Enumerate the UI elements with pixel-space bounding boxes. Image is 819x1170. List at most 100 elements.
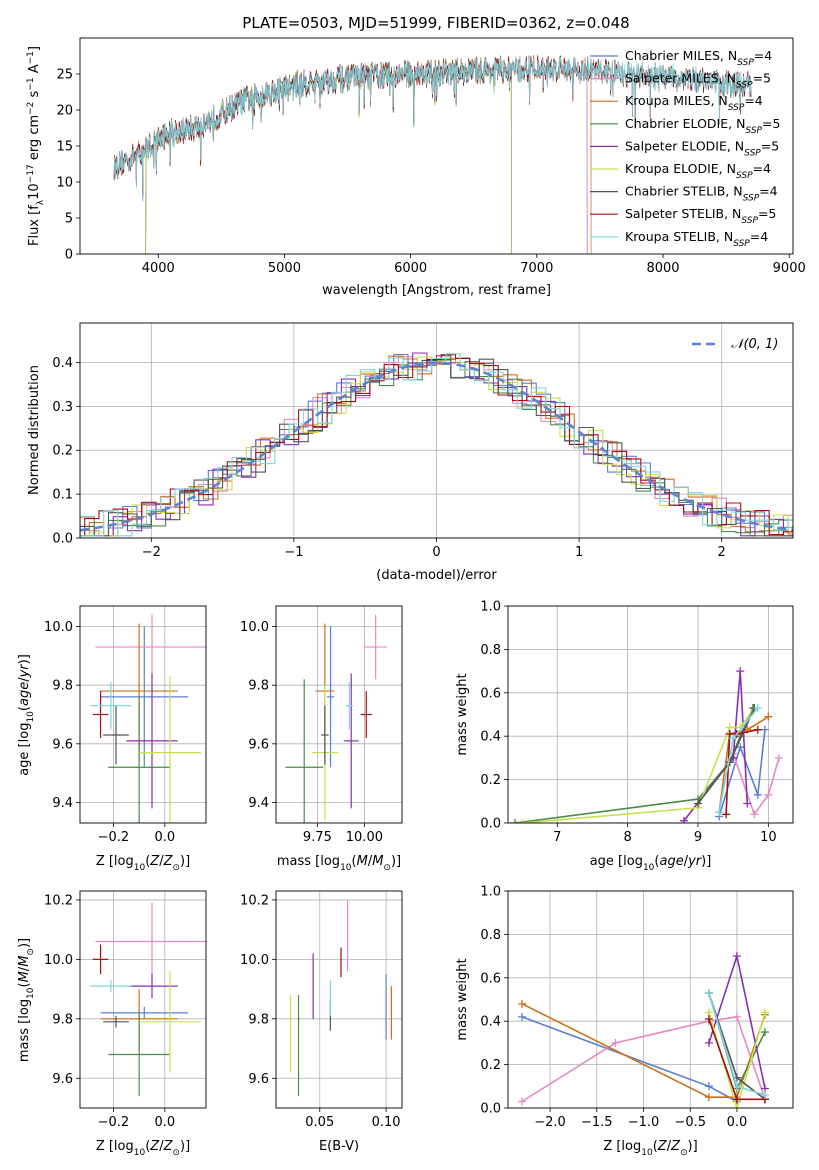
legend-entry: Salpeter STELIB, NSSP=5: [625, 206, 776, 226]
weight-marker: [764, 790, 773, 799]
x-axis-label: mass [log10(M/M⊙)]: [277, 854, 401, 873]
x-tick-label: 4000: [142, 261, 175, 276]
x-tick-label: 10.00: [346, 830, 383, 845]
y-axis-label: Normed distribution: [27, 365, 42, 495]
y-tick-label: 9.8: [248, 679, 269, 694]
legend-entry: Kroupa STELIB, NSSP=4: [625, 229, 768, 249]
weight-marker: [518, 819, 527, 823]
y-tick-label: 0: [65, 248, 73, 263]
spectrum-line: [113, 55, 588, 254]
weight-marker: [704, 988, 713, 997]
weight-marker: [715, 808, 724, 817]
legend-entry: Salpeter MILES, NSSP=5: [625, 71, 771, 91]
weight-line: [718, 729, 766, 817]
y-axis-label: mass [log10(M/M⊙)]: [17, 938, 36, 1062]
panel-age-vs-Z: −0.2 0.0 9.4 9.6 9.8 10.0 Z [log10(Z/Z⊙)] age […: [17, 605, 207, 873]
errorbar-point: [360, 691, 372, 738]
histogram-step: [80, 352, 793, 537]
weight-marker: [753, 725, 762, 734]
weight-marker: [760, 725, 769, 734]
x-tick-label: 5000: [268, 261, 301, 276]
panel-mass-vs-Z: −0.2 0.0 9.6 9.8 10.0 10.2 Z [log10(Z/Z⊙)] mass…: [17, 890, 207, 1158]
legend-entry: Salpeter ELODIE, NSSP=5: [625, 138, 779, 158]
weight-marker: [753, 790, 762, 799]
x-axis-label: age [log10(age/yr)]: [590, 854, 712, 873]
plot-area: [90, 902, 206, 1097]
x-tick-label: −2: [142, 545, 161, 560]
weight-marker: [732, 1095, 741, 1104]
y-tick-label: 9.6: [248, 737, 269, 752]
legend: Chabrier MILES, NSSP=4 Salpeter MILES, NS…: [590, 48, 780, 249]
y-axis-label: age [log10(age/yr)]: [17, 654, 36, 776]
x-tick-label: 6000: [394, 261, 427, 276]
x-tick-label: −0.5: [674, 1115, 706, 1130]
weight-line: [514, 707, 754, 823]
weight-marker: [732, 1012, 741, 1021]
x-axis-label: (data-model)/error: [376, 568, 497, 583]
errorbar-point: [345, 682, 354, 730]
errorbar-point: [95, 614, 206, 680]
weight-marker: [760, 1008, 769, 1017]
weight-marker: [774, 753, 783, 762]
plot-area: [90, 614, 206, 823]
errorbar-point: [108, 1012, 170, 1097]
x-tick-label: −1.0: [628, 1115, 660, 1130]
weight-marker: [729, 734, 738, 743]
y-tick-label: 9.8: [52, 1012, 73, 1027]
y-tick-label: 10.2: [44, 893, 73, 908]
errorbar-point: [285, 679, 324, 823]
x-tick-label: 0.0: [155, 1115, 176, 1130]
weight-line: [521, 1016, 738, 1103]
y-tick-label: 10.0: [44, 620, 73, 635]
x-tick-label: −1: [284, 545, 303, 560]
weight-marker: [511, 819, 520, 823]
axes-frame: [79, 890, 207, 1109]
weight-marker: [753, 703, 762, 712]
errorbar-point: [139, 676, 201, 823]
y-tick-label: 0.6: [480, 686, 501, 701]
plot-area: [285, 614, 387, 823]
legend-entry: Kroupa MILES, NSSP=4: [625, 93, 763, 113]
weight-marker: [704, 1093, 713, 1102]
y-tick-label: 15: [56, 140, 73, 155]
x-tick-label: 0.0: [727, 1115, 748, 1130]
y-tick-label: 0.8: [480, 928, 501, 943]
y-tick-label: 9.8: [248, 1012, 269, 1027]
y-tick-label: 0.1: [52, 488, 73, 503]
y-tick-label: 9.6: [248, 1072, 269, 1087]
x-tick-label: 9000: [773, 261, 806, 276]
weight-line: [732, 753, 780, 817]
weight-marker: [704, 1038, 713, 1047]
y-tick-label: 0.2: [480, 1058, 501, 1073]
weight-marker: [732, 1082, 741, 1091]
errorbar-point: [92, 691, 109, 738]
y-tick-label: 9.4: [248, 796, 269, 811]
weight-marker: [760, 1028, 769, 1037]
x-tick-label: 7: [553, 830, 561, 845]
y-tick-label: 0.4: [480, 1015, 501, 1030]
legend-entry: Chabrier STELIB, NSSP=4: [625, 184, 778, 204]
weight-line: [521, 1003, 766, 1098]
plot-area: [511, 667, 783, 823]
weight-marker: [743, 799, 752, 808]
weight-marker: [518, 999, 527, 1008]
y-tick-label: 9.8: [52, 679, 73, 694]
axes-frame: [275, 605, 403, 824]
panel-age-vs-mass: 9.75 10.00 9.4 9.6 9.8 10.0 mass [log10(M/M⊙)]: [240, 605, 403, 873]
weight-marker: [725, 730, 734, 739]
x-axis-label: E(B-V): [319, 1139, 359, 1154]
errorbar-point: [126, 974, 178, 999]
y-tick-label: 0.8: [480, 643, 501, 658]
histogram-step: [80, 353, 793, 537]
x-tick-label: 0.10: [372, 1115, 401, 1130]
y-tick-label: 9.6: [52, 737, 73, 752]
legend-entry: Chabrier MILES, NSSP=4: [625, 48, 772, 68]
x-tick-label: 2: [718, 545, 726, 560]
y-tick-label: 1.0: [480, 600, 501, 615]
panel-mass-vs-EBV: 0.05 0.10 9.6 9.8 10.0 10.2 E(B-V): [240, 890, 403, 1154]
weight-marker: [722, 810, 731, 819]
histogram-step: [80, 354, 793, 537]
errorbar-point: [103, 705, 129, 765]
y-tick-label: 25: [56, 68, 73, 83]
